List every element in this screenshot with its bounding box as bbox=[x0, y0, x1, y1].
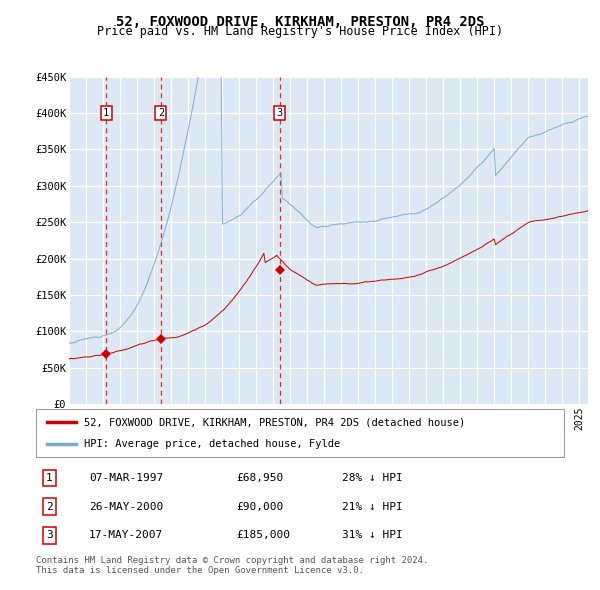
Text: This data is licensed under the Open Government Licence v3.0.: This data is licensed under the Open Gov… bbox=[36, 566, 364, 575]
Text: 26-MAY-2000: 26-MAY-2000 bbox=[89, 502, 163, 512]
Text: 1: 1 bbox=[103, 108, 109, 118]
Text: £90,000: £90,000 bbox=[236, 502, 284, 512]
Text: 2: 2 bbox=[158, 108, 164, 118]
Text: 3: 3 bbox=[277, 108, 283, 118]
Text: 52, FOXWOOD DRIVE, KIRKHAM, PRESTON, PR4 2DS: 52, FOXWOOD DRIVE, KIRKHAM, PRESTON, PR4… bbox=[116, 15, 484, 29]
Text: 31% ↓ HPI: 31% ↓ HPI bbox=[342, 530, 403, 540]
Text: HPI: Average price, detached house, Fylde: HPI: Average price, detached house, Fyld… bbox=[83, 439, 340, 449]
Text: Price paid vs. HM Land Registry's House Price Index (HPI): Price paid vs. HM Land Registry's House … bbox=[97, 25, 503, 38]
Text: £185,000: £185,000 bbox=[236, 530, 290, 540]
Text: 1: 1 bbox=[46, 473, 53, 483]
Text: 52, FOXWOOD DRIVE, KIRKHAM, PRESTON, PR4 2DS (detached house): 52, FOXWOOD DRIVE, KIRKHAM, PRESTON, PR4… bbox=[83, 417, 465, 427]
Text: 07-MAR-1997: 07-MAR-1997 bbox=[89, 473, 163, 483]
Text: 21% ↓ HPI: 21% ↓ HPI bbox=[342, 502, 403, 512]
Text: £68,950: £68,950 bbox=[236, 473, 284, 483]
Text: Contains HM Land Registry data © Crown copyright and database right 2024.: Contains HM Land Registry data © Crown c… bbox=[36, 556, 428, 565]
Text: 2: 2 bbox=[46, 502, 53, 512]
Text: 3: 3 bbox=[46, 530, 53, 540]
Text: 28% ↓ HPI: 28% ↓ HPI bbox=[342, 473, 403, 483]
Text: 17-MAY-2007: 17-MAY-2007 bbox=[89, 530, 163, 540]
